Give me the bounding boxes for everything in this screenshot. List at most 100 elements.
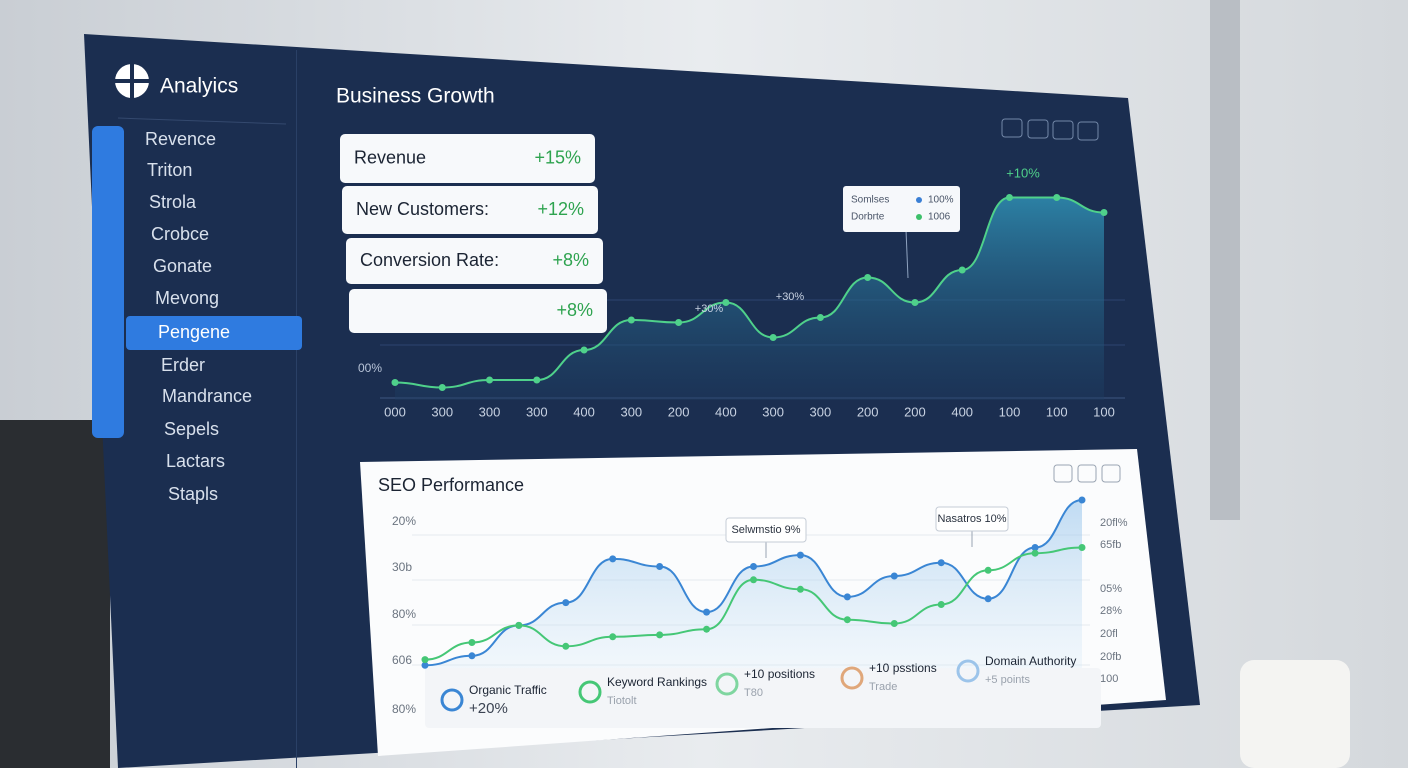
data-point bbox=[703, 625, 711, 633]
data-point bbox=[515, 621, 523, 629]
nav-item[interactable]: Triton bbox=[147, 160, 192, 180]
data-point bbox=[580, 346, 588, 354]
tool-button[interactable] bbox=[1027, 119, 1049, 139]
x-tick-label: 100 bbox=[1046, 404, 1068, 419]
data-point bbox=[609, 555, 617, 563]
data-point bbox=[769, 334, 777, 341]
x-tick-label: 400 bbox=[573, 404, 595, 419]
sidebar-accent bbox=[92, 126, 124, 438]
legend-detail: Tiotolt bbox=[607, 695, 637, 707]
data-point bbox=[391, 379, 399, 386]
nav-item[interactable]: Gonate bbox=[153, 256, 212, 276]
data-point bbox=[937, 559, 945, 567]
data-point bbox=[1031, 549, 1039, 557]
data-point bbox=[468, 639, 476, 646]
tooltip-text: Selwmstio 9% bbox=[731, 524, 800, 536]
annotation: +10% bbox=[1006, 165, 1040, 180]
x-tick-label: 300 bbox=[479, 404, 501, 419]
tooltip-swatch bbox=[916, 214, 922, 220]
nav-item[interactable]: Mevong bbox=[155, 288, 219, 308]
kpi-card bbox=[340, 134, 595, 183]
data-point bbox=[1078, 496, 1086, 504]
x-tick-label: 300 bbox=[810, 404, 832, 419]
x-tick-label: 300 bbox=[620, 404, 642, 419]
data-point bbox=[864, 274, 872, 281]
data-point bbox=[958, 266, 966, 274]
y2-axis-label: 20fl bbox=[1100, 628, 1118, 640]
y-axis-label: 80% bbox=[392, 702, 416, 716]
legend-ring bbox=[840, 666, 864, 690]
tooltip-name: Somlses bbox=[851, 195, 889, 206]
data-point bbox=[1078, 544, 1086, 551]
data-point bbox=[562, 599, 570, 607]
tool-button[interactable] bbox=[1052, 120, 1074, 140]
growth-chart: 00% 000 300 300 300 400 300 200 400 300 300 200 200 4… bbox=[358, 165, 1125, 419]
data-point bbox=[843, 593, 851, 601]
legend-detail: T80 bbox=[744, 687, 763, 699]
data-point bbox=[750, 576, 757, 584]
data-point bbox=[1031, 544, 1039, 551]
sidebar-divider bbox=[296, 50, 297, 768]
kpi-card bbox=[342, 186, 598, 234]
nav-item[interactable]: Sepels bbox=[164, 419, 219, 439]
legend-ring bbox=[956, 659, 980, 683]
y-axis-label: 00% bbox=[358, 361, 382, 375]
nav-item[interactable]: Lactars bbox=[166, 451, 225, 471]
legend-title: +10 psstions bbox=[869, 661, 937, 675]
nav-item[interactable]: Crobce bbox=[151, 224, 209, 244]
seo-toolbar bbox=[1053, 464, 1121, 483]
legend-detail: +5 points bbox=[985, 674, 1030, 686]
y2-axis-label: 20fb bbox=[1100, 651, 1121, 663]
legend-ring bbox=[715, 672, 739, 696]
nav-item[interactable]: Mandrance bbox=[162, 386, 252, 406]
y-axis-label: 80% bbox=[392, 607, 416, 621]
data-point bbox=[843, 616, 851, 624]
annotation: +30% bbox=[776, 291, 805, 303]
y2-axis-label: 100 bbox=[1100, 673, 1118, 685]
kpi-change: +8% bbox=[552, 250, 589, 270]
data-point bbox=[486, 376, 494, 384]
data-point bbox=[816, 314, 824, 321]
data-point bbox=[890, 620, 898, 627]
tool-button[interactable] bbox=[1053, 464, 1073, 483]
data-point bbox=[750, 563, 757, 570]
tooltip bbox=[935, 506, 1009, 532]
data-point bbox=[468, 652, 476, 660]
tool-button[interactable] bbox=[1101, 464, 1121, 483]
y-axis-label: 606 bbox=[392, 653, 412, 667]
data-point bbox=[438, 384, 446, 391]
kpi-cards: Revenue +15% New Customers: +12% Conversion … bbox=[340, 134, 607, 333]
legend-ring bbox=[578, 680, 602, 704]
nav-item[interactable]: Erder bbox=[161, 355, 205, 375]
brand-name: Analyics bbox=[160, 75, 238, 98]
nav-item[interactable]: Stapls bbox=[168, 484, 218, 504]
data-point bbox=[937, 601, 945, 608]
nav-item[interactable]: Pengene bbox=[158, 322, 230, 342]
nav-item[interactable]: Strola bbox=[149, 192, 197, 212]
legend-title: Domain Authority bbox=[985, 654, 1076, 668]
legend-title: Keyword Rankings bbox=[607, 675, 707, 689]
window-frame bbox=[1210, 0, 1240, 520]
data-point bbox=[627, 316, 635, 324]
data-point bbox=[911, 299, 919, 306]
data-point bbox=[703, 608, 711, 616]
area bbox=[395, 197, 1104, 400]
y2-axis-label: 65fb bbox=[1100, 539, 1121, 551]
data-point bbox=[796, 585, 804, 593]
brand-separator bbox=[117, 117, 287, 125]
tooltip-pointer bbox=[905, 229, 909, 279]
chart-title: SEO Performance bbox=[378, 475, 524, 495]
section-title: Business Growth bbox=[336, 85, 495, 108]
tool-button[interactable] bbox=[1077, 464, 1097, 483]
x-tick-label: 100 bbox=[1093, 404, 1115, 419]
tooltip bbox=[843, 186, 960, 232]
tool-button[interactable] bbox=[1001, 118, 1023, 138]
nav-item[interactable]: Revence bbox=[145, 129, 216, 149]
annotation: +30% bbox=[695, 303, 724, 315]
tool-button[interactable] bbox=[1077, 121, 1099, 141]
data-point bbox=[609, 633, 617, 641]
kpi-card bbox=[346, 238, 603, 284]
